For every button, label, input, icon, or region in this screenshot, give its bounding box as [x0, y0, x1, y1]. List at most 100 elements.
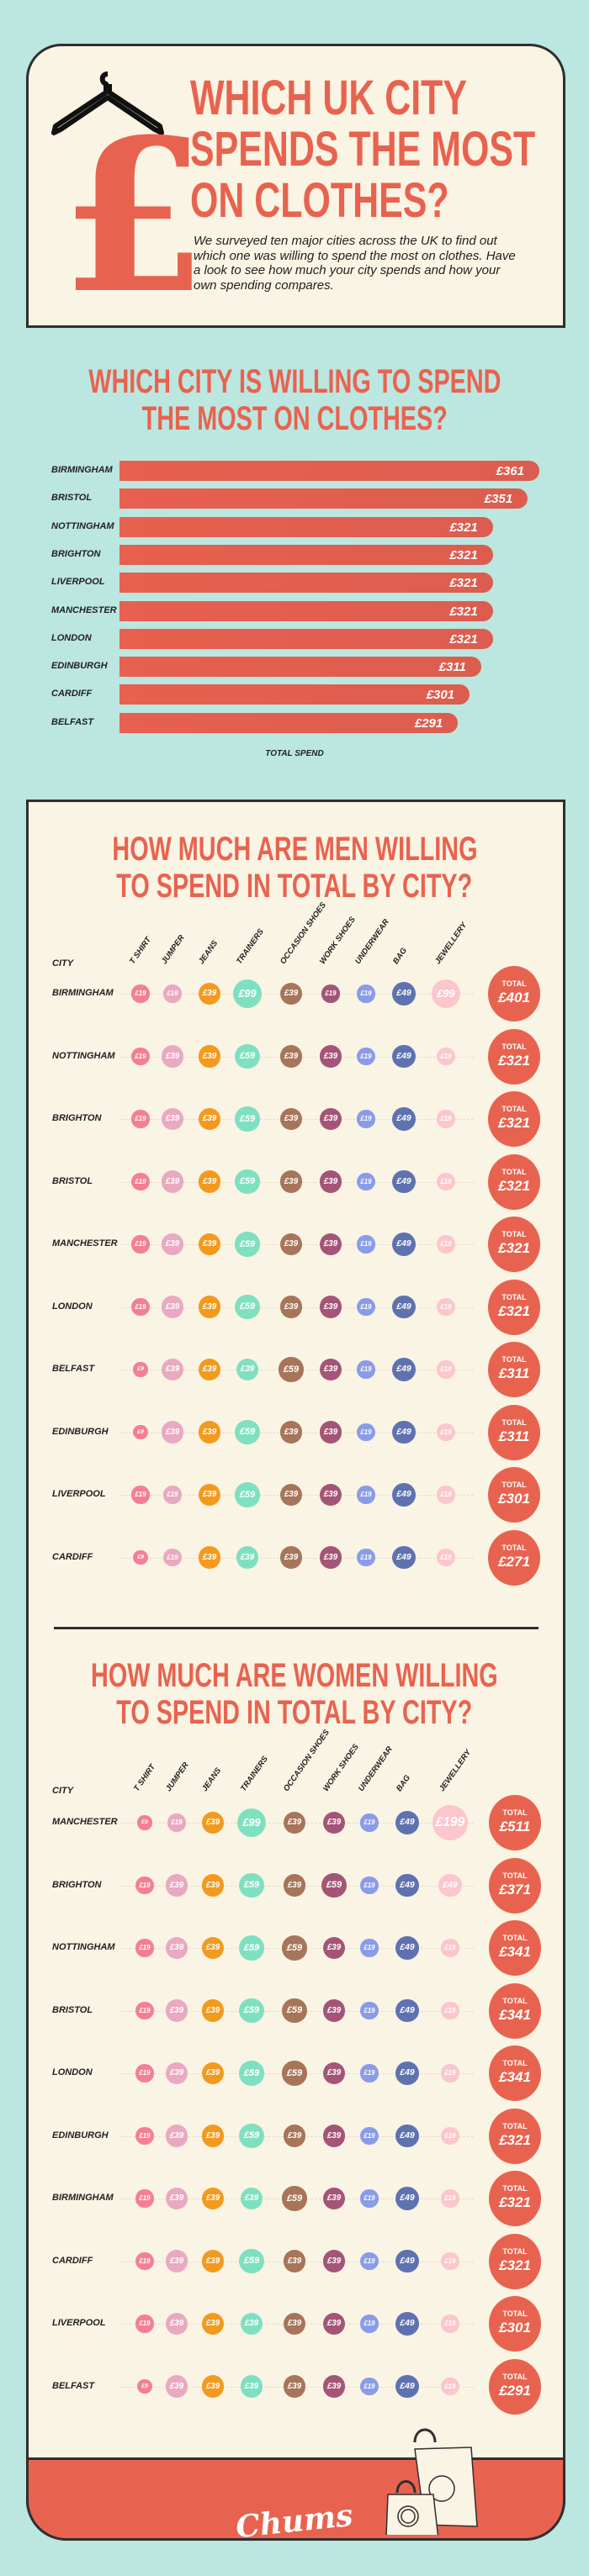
total-label: TOTAL — [501, 1543, 527, 1552]
spend-dot-work-shoes: £39 — [322, 2187, 345, 2209]
spend-dot-occasion-shoes: £39 — [279, 1107, 302, 1130]
spend-dot-work-shoes: £39 — [322, 1936, 345, 1959]
total-badge: TOTAL £321 — [489, 2171, 541, 2226]
spend-dot-work-shoes: £39 — [322, 1811, 345, 1834]
city-column-header: CITY — [52, 1786, 74, 1796]
row-city-label: BELFAST — [52, 2380, 95, 2391]
row-city-label: BIRMINGHAM — [52, 988, 114, 998]
spend-dot-underwear: £19 — [360, 2064, 379, 2082]
row-city-label: EDINBURGH — [52, 1426, 109, 1437]
total-label: TOTAL — [501, 1105, 527, 1113]
spend-dot-jeans: £39 — [198, 1546, 220, 1569]
spend-dot-jeans: £39 — [201, 2187, 224, 2209]
spend-dot-underwear: £19 — [360, 2126, 379, 2146]
spend-dot-jewellery: £49 — [438, 1873, 462, 1898]
spend-dot-jumper: £39 — [161, 1358, 183, 1380]
spend-dot-jewellery: £19 — [441, 2064, 459, 2082]
spend-dot-jewellery: £19 — [441, 2377, 459, 2396]
bar-category-label: MANCHESTER — [51, 604, 117, 615]
spend-dot-occasion-shoes: £39 — [283, 2125, 305, 2147]
spend-dot-trainers: £59 — [235, 1419, 260, 1445]
spend-dot-t-shirt: £9 — [137, 2378, 152, 2394]
spend-dot-jewellery: £199 — [432, 1805, 468, 1840]
spend-dot-trainers: £59 — [235, 1043, 260, 1069]
spend-dot-bag: £49 — [395, 2249, 419, 2273]
row-city-label: MANCHESTER — [52, 1817, 118, 1827]
row-city-label: LONDON — [52, 2067, 93, 2077]
spend-dot-occasion-shoes: £39 — [283, 2312, 305, 2335]
total-label: TOTAL — [502, 1871, 528, 1880]
spend-dot-trainers: £59 — [235, 1106, 260, 1132]
hero-title-line: spends the most — [190, 122, 536, 177]
total-badge: TOTAL £321 — [488, 1153, 540, 1210]
total-value: £401 — [498, 990, 530, 1006]
spend-dot-trainers: £59 — [239, 1935, 264, 1961]
spend-dot-jeans: £39 — [201, 1999, 224, 2022]
spend-dot-jeans: £39 — [201, 2250, 224, 2272]
spend-dot-occasion-shoes: £39 — [283, 2250, 305, 2272]
spend-dot-jumper: £39 — [165, 2061, 188, 2084]
total-badge: TOTAL £321 — [489, 2233, 541, 2289]
total-value: £321 — [498, 1177, 530, 1194]
spend-dot-t-shirt: £19 — [135, 2189, 154, 2208]
spend-dot-bag: £49 — [392, 1483, 416, 1507]
row-city-label: LONDON — [52, 1301, 93, 1312]
total-value: £321 — [498, 1115, 530, 1131]
bar-category-label: CARDIFF — [51, 689, 93, 699]
spend-dot-underwear: £19 — [357, 1486, 375, 1504]
bar: £351 — [119, 488, 528, 509]
spend-dot-work-shoes: £39 — [319, 1546, 342, 1569]
spend-dot-t-shirt: £19 — [135, 1939, 154, 1957]
total-value: £271 — [498, 1553, 530, 1570]
row-city-label: LIVERPOOL — [52, 1489, 106, 1499]
total-label: TOTAL — [502, 2121, 528, 2130]
bar-value-label: £321 — [449, 631, 478, 647]
spend-dot-trainers: £39 — [240, 2187, 263, 2209]
spend-dot-bag: £49 — [392, 1295, 416, 1319]
spend-dot-jumper: £39 — [165, 2312, 188, 2335]
spend-dot-trainers: £59 — [239, 2061, 264, 2086]
hero-title: Which UK city spends the most on clothes… — [190, 72, 589, 226]
spend-dot-jewellery: £19 — [437, 1110, 455, 1128]
spend-dot-jewellery: £19 — [437, 1297, 455, 1317]
spend-dot-bag: £49 — [395, 1936, 419, 1960]
row-city-label: CARDIFF — [52, 2255, 93, 2266]
total-label: TOTAL — [502, 1934, 528, 1942]
spend-dot-jumper: £39 — [165, 1936, 188, 1959]
total-label: TOTAL — [501, 1042, 527, 1051]
spend-dot-trainers: £59 — [239, 2123, 264, 2149]
spend-dot-work-shoes: £39 — [322, 2312, 345, 2335]
spend-dot-work-shoes: £39 — [319, 1107, 342, 1130]
bar: £321 — [119, 544, 493, 565]
spend-dot-underwear: £19 — [357, 1172, 375, 1191]
spend-dot-t-shirt: £19 — [135, 2251, 154, 2271]
bar-chart-title-line: Which city is willing to spend — [88, 363, 501, 400]
spend-dot-underwear: £19 — [357, 1110, 375, 1128]
total-badge: TOTAL £301 — [489, 2296, 541, 2352]
spend-dot-jewellery: £19 — [437, 1548, 455, 1567]
total-label: TOTAL — [502, 2309, 528, 2318]
spend-dot-underwear: £19 — [360, 1939, 379, 1957]
spend-dot-t-shirt: £9 — [133, 1362, 148, 1377]
total-label: TOTAL — [501, 1292, 527, 1301]
spend-dot-bag: £49 — [395, 2124, 419, 2148]
spend-dot-jewellery: £19 — [437, 1235, 455, 1254]
hero-title-line: on clothes? — [190, 173, 449, 228]
spend-dot-jumper: £39 — [165, 2125, 188, 2147]
spend-dot-bag: £49 — [392, 1107, 416, 1131]
men-title-line: to spend in total by city? — [116, 868, 473, 905]
pound-sign-icon: £ — [61, 92, 207, 340]
spend-dot-underwear: £19 — [360, 2377, 379, 2396]
spend-dot-t-shirt: £19 — [131, 1172, 150, 1191]
spend-dot-jumper: £39 — [165, 2187, 188, 2209]
spend-dot-work-shoes: £39 — [319, 1233, 342, 1255]
spend-dot-t-shirt: £19 — [135, 2126, 154, 2146]
total-label: TOTAL — [501, 1481, 527, 1489]
total-badge: TOTAL £511 — [489, 1795, 541, 1850]
total-badge: TOTAL £341 — [489, 1982, 541, 2039]
bar-category-label: LIVERPOOL — [51, 577, 105, 588]
total-value: £291 — [499, 2382, 531, 2399]
total-value: £341 — [499, 1944, 531, 1960]
total-value: £321 — [498, 1302, 530, 1319]
total-value: £511 — [499, 1819, 531, 1834]
